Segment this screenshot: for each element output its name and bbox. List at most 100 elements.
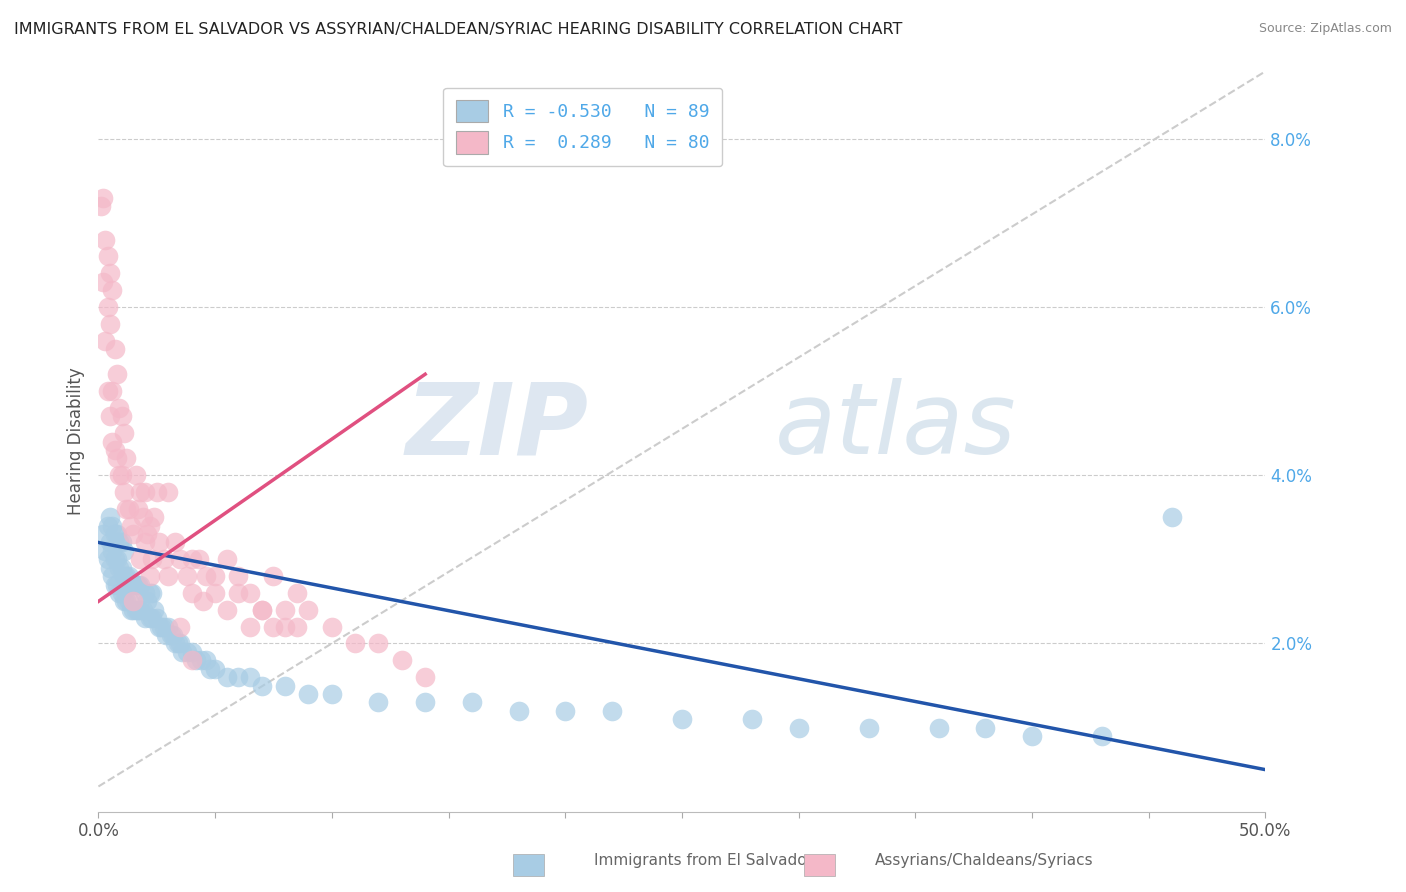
Point: [98, 317, 121, 331]
Point: [262, 619, 284, 633]
Point: [105, 552, 128, 566]
Point: [122, 527, 145, 541]
Point: [111, 560, 134, 574]
Point: [194, 569, 217, 583]
Point: [105, 527, 128, 541]
Point: [166, 636, 188, 650]
Point: [741, 712, 763, 726]
Point: [250, 679, 273, 693]
Point: [169, 636, 191, 650]
Point: [112, 569, 135, 583]
Point: [91, 527, 114, 541]
Point: [367, 695, 389, 709]
Point: [974, 721, 997, 735]
Point: [98, 510, 121, 524]
Text: Immigrants from El Salvador: Immigrants from El Salvador: [593, 854, 813, 868]
Point: [104, 552, 127, 566]
Point: [104, 577, 127, 591]
Point: [228, 586, 250, 600]
Point: [115, 594, 138, 608]
Point: [108, 560, 131, 574]
Point: [250, 603, 273, 617]
Point: [115, 451, 138, 466]
Point: [91, 275, 114, 289]
Point: [461, 695, 484, 709]
Point: [146, 611, 169, 625]
Point: [215, 603, 238, 617]
Point: [239, 670, 262, 684]
Point: [118, 594, 141, 608]
Point: [148, 619, 170, 633]
Point: [215, 670, 238, 684]
Point: [180, 645, 202, 659]
Point: [97, 552, 120, 566]
Point: [118, 569, 141, 583]
Point: [200, 662, 222, 676]
Point: [115, 636, 138, 650]
Point: [297, 603, 319, 617]
Point: [132, 603, 155, 617]
Point: [344, 636, 367, 650]
Point: [111, 586, 134, 600]
Point: [143, 603, 166, 617]
Point: [98, 535, 121, 549]
Point: [143, 510, 166, 524]
Point: [97, 300, 120, 314]
Point: [186, 653, 208, 667]
Point: [146, 485, 169, 500]
Point: [97, 518, 120, 533]
Point: [108, 401, 131, 415]
Point: [98, 560, 121, 574]
Point: [125, 468, 148, 483]
Point: [136, 594, 159, 608]
Point: [127, 603, 149, 617]
Point: [787, 721, 810, 735]
Point: [228, 670, 250, 684]
Point: [105, 451, 128, 466]
Point: [239, 619, 262, 633]
Y-axis label: Hearing Disability: Hearing Disability: [66, 368, 84, 516]
Point: [193, 594, 215, 608]
Point: [101, 283, 124, 297]
Point: [94, 544, 117, 558]
Point: [180, 552, 202, 566]
Point: [600, 704, 623, 718]
Point: [94, 233, 117, 247]
Point: [285, 586, 308, 600]
Point: [108, 586, 131, 600]
Point: [159, 628, 181, 642]
Point: [120, 518, 142, 533]
Point: [136, 527, 159, 541]
Point: [413, 695, 436, 709]
Point: [1021, 729, 1043, 743]
Point: [134, 586, 156, 600]
Point: [129, 577, 152, 591]
Point: [127, 501, 149, 516]
Point: [148, 535, 170, 549]
Point: [1091, 729, 1114, 743]
Point: [391, 653, 413, 667]
Point: [176, 569, 198, 583]
Point: [285, 619, 308, 633]
Point: [157, 485, 180, 500]
Point: [91, 190, 114, 204]
Text: Assyrians/Chaldeans/Syriacs: Assyrians/Chaldeans/Syriacs: [875, 854, 1094, 868]
Point: [105, 368, 128, 382]
Point: [321, 619, 343, 633]
Point: [127, 577, 149, 591]
Point: [274, 619, 297, 633]
Point: [928, 721, 950, 735]
Text: atlas: atlas: [775, 378, 1017, 475]
Point: [413, 670, 436, 684]
Text: ZIP: ZIP: [405, 378, 589, 475]
Point: [297, 687, 319, 701]
Point: [194, 653, 217, 667]
Point: [152, 619, 174, 633]
Point: [165, 636, 187, 650]
Point: [115, 501, 138, 516]
Point: [139, 569, 162, 583]
Point: [105, 577, 128, 591]
Point: [101, 384, 124, 398]
Point: [120, 603, 142, 617]
Point: [215, 552, 238, 566]
